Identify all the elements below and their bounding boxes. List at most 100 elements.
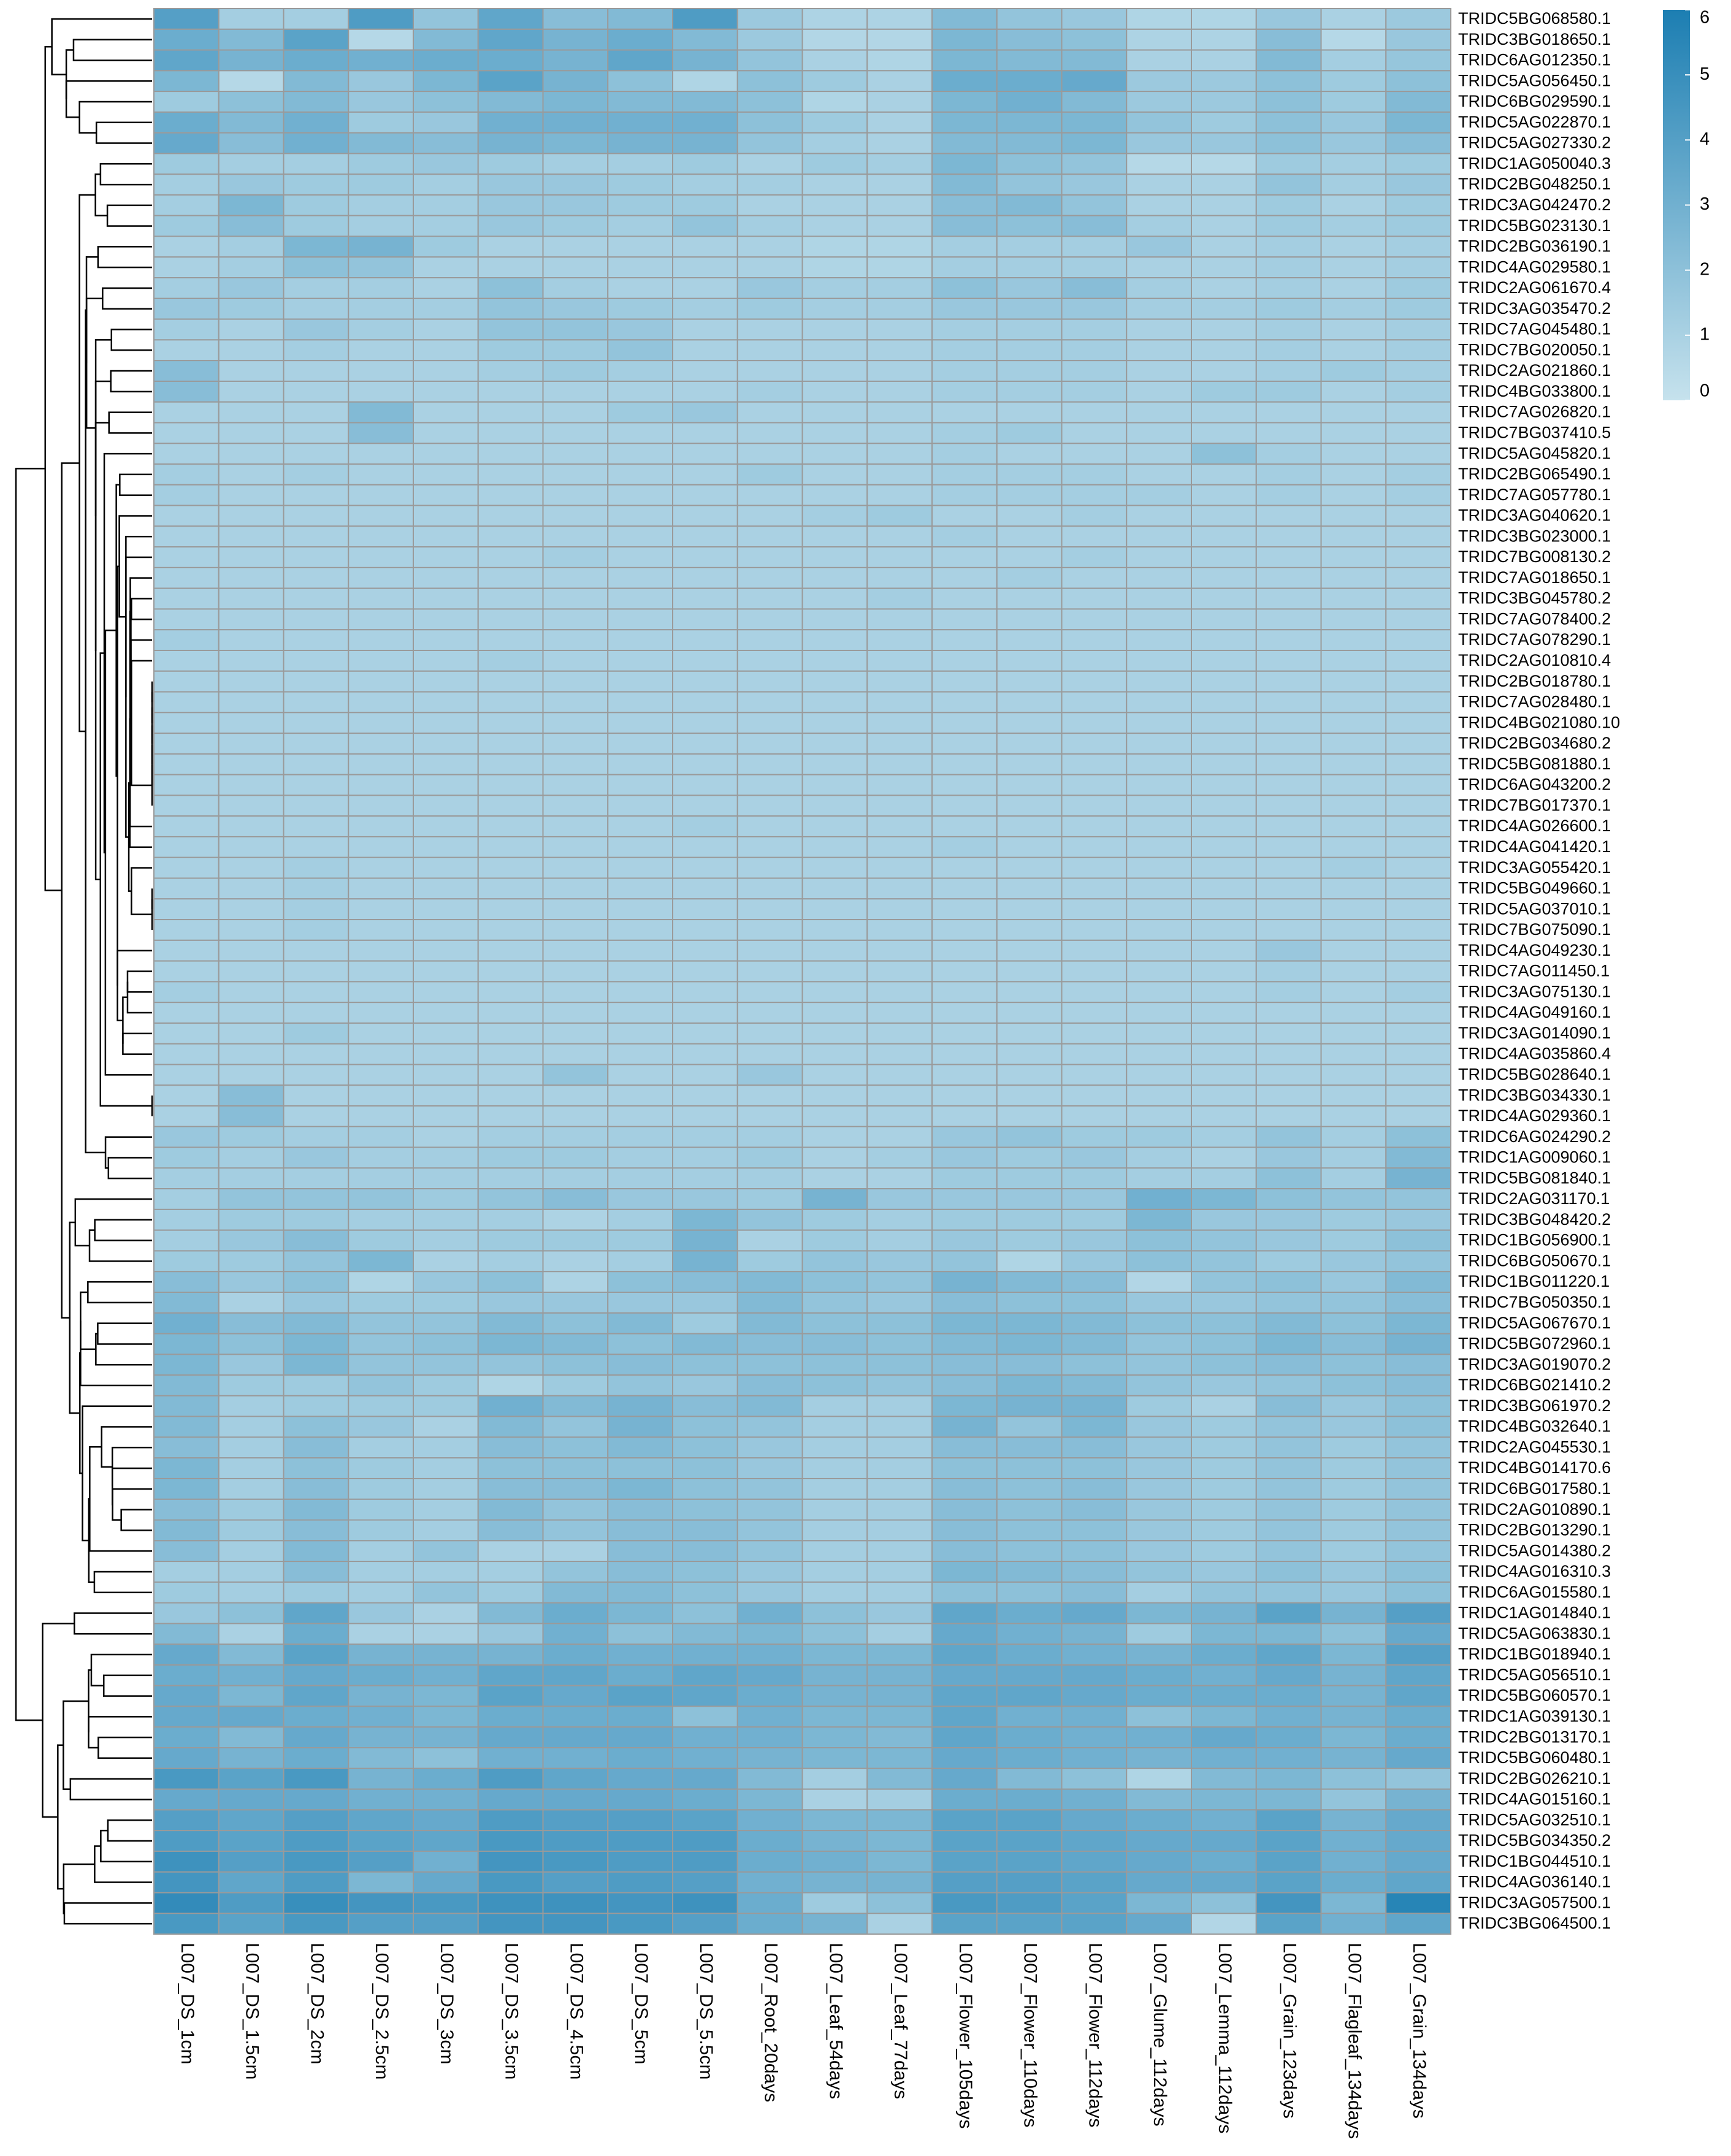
heatmap-cell xyxy=(1385,1292,1451,1314)
dendrogram-branch xyxy=(65,49,74,99)
heatmap-cell xyxy=(153,1726,220,1749)
heatmap-cell xyxy=(542,1415,609,1438)
heatmap-cell xyxy=(866,70,933,93)
heatmap-cell xyxy=(218,919,285,941)
heatmap-cell xyxy=(1126,981,1192,1004)
heatmap-cell xyxy=(1255,215,1322,237)
heatmap-cell xyxy=(542,256,609,279)
heatmap-cell xyxy=(542,111,609,134)
heatmap-cell xyxy=(1061,856,1128,879)
heatmap-cell xyxy=(996,1395,1063,1417)
heatmap-cell xyxy=(801,1871,868,1894)
heatmap-cell xyxy=(153,546,220,568)
heatmap-cell xyxy=(477,1519,544,1542)
heatmap-cell xyxy=(1385,794,1451,817)
heatmap-cell xyxy=(283,91,350,113)
heatmap-cell xyxy=(1126,1292,1192,1314)
heatmap-cell xyxy=(542,91,609,113)
heatmap-cell xyxy=(1061,981,1128,1004)
heatmap-cell xyxy=(1061,1333,1128,1355)
row-label: TRIDC2BG036190.1 xyxy=(1458,237,1611,256)
row-label: TRIDC5BG081840.1 xyxy=(1458,1168,1611,1187)
heatmap-cell xyxy=(1126,1850,1192,1873)
heatmap-cell xyxy=(801,546,868,568)
heatmap-cell xyxy=(348,1498,414,1521)
heatmap-cell xyxy=(153,360,220,382)
heatmap-cell xyxy=(672,670,738,693)
heatmap-cell xyxy=(866,484,933,506)
heatmap-cell xyxy=(607,1208,673,1231)
heatmap-cell xyxy=(801,1581,868,1604)
heatmap-cell xyxy=(736,1581,803,1604)
heatmap-cell xyxy=(477,1685,544,1707)
row-label: TRIDC1BG056900.1 xyxy=(1458,1231,1611,1249)
heatmap-cell xyxy=(996,1705,1063,1728)
heatmap-cell xyxy=(1061,712,1128,734)
heatmap-cell xyxy=(866,422,933,444)
heatmap-cell xyxy=(413,339,479,362)
heatmap-cell xyxy=(218,525,285,548)
heatmap-cell xyxy=(348,1623,414,1645)
row-label: TRIDC5BG072960.1 xyxy=(1458,1335,1611,1353)
heatmap-cell xyxy=(413,1788,479,1811)
heatmap-cell xyxy=(542,1002,609,1024)
heatmap-cell xyxy=(801,215,868,237)
heatmap-cell xyxy=(931,1333,998,1355)
heatmap-cell xyxy=(1126,1105,1192,1127)
heatmap-cell xyxy=(931,1623,998,1645)
heatmap-cell xyxy=(801,1602,868,1625)
heatmap-cell xyxy=(607,1415,673,1438)
heatmap-cell xyxy=(1385,919,1451,941)
row-label: TRIDC4BG032640.1 xyxy=(1458,1417,1611,1436)
heatmap-cell xyxy=(153,1333,220,1355)
heatmap-cell xyxy=(1191,70,1257,93)
row-label: TRIDC4AG016310.3 xyxy=(1458,1562,1611,1580)
heatmap-cell xyxy=(996,484,1063,506)
heatmap-cell xyxy=(736,49,803,72)
heatmap-cell xyxy=(413,877,479,900)
heatmap-cell xyxy=(542,194,609,216)
heatmap-cell xyxy=(1061,1767,1128,1790)
row-label: TRIDC5AG056510.1 xyxy=(1458,1666,1611,1684)
heatmap-cell xyxy=(218,215,285,237)
heatmap-cell xyxy=(1126,1436,1192,1459)
heatmap-cell xyxy=(1320,1312,1387,1335)
heatmap-cell xyxy=(477,981,544,1004)
row-label: TRIDC3BG018650.1 xyxy=(1458,30,1611,48)
heatmap-cell xyxy=(866,505,933,527)
heatmap-cell xyxy=(348,153,414,175)
heatmap-cell xyxy=(477,1105,544,1127)
heatmap-cell xyxy=(348,1250,414,1273)
heatmap-cell xyxy=(1385,836,1451,858)
heatmap-cell xyxy=(413,712,479,734)
heatmap-cell xyxy=(542,1395,609,1417)
heatmap-cell xyxy=(477,1374,544,1396)
heatmap-cell xyxy=(413,1913,479,1935)
heatmap-cell xyxy=(931,1022,998,1045)
heatmap-cell xyxy=(413,91,479,113)
heatmap-cell xyxy=(672,111,738,134)
heatmap-cell xyxy=(348,1271,414,1293)
heatmap-cell xyxy=(1126,1767,1192,1790)
row-label: TRIDC5BG060480.1 xyxy=(1458,1748,1611,1767)
heatmap-cell xyxy=(736,1188,803,1210)
heatmap-cell xyxy=(283,1126,350,1148)
heatmap-cell xyxy=(218,1395,285,1417)
heatmap-cell xyxy=(153,1498,220,1521)
heatmap-cell xyxy=(413,1043,479,1065)
dendrogram-branch xyxy=(94,339,112,517)
heatmap-cell xyxy=(283,297,350,320)
heatmap-cell xyxy=(477,484,544,506)
heatmap-cell xyxy=(607,422,673,444)
heatmap-cell xyxy=(1191,1250,1257,1273)
heatmap-cell xyxy=(866,339,933,362)
heatmap-cell xyxy=(348,360,414,382)
heatmap-cell xyxy=(1255,1809,1322,1832)
heatmap-cell xyxy=(931,1477,998,1500)
heatmap-cell xyxy=(542,1477,609,1500)
heatmap-cell xyxy=(996,277,1063,299)
heatmap-cell xyxy=(1191,650,1257,672)
heatmap-cell xyxy=(542,1685,609,1707)
heatmap-cell xyxy=(1061,194,1128,216)
heatmap-cell xyxy=(153,1436,220,1459)
